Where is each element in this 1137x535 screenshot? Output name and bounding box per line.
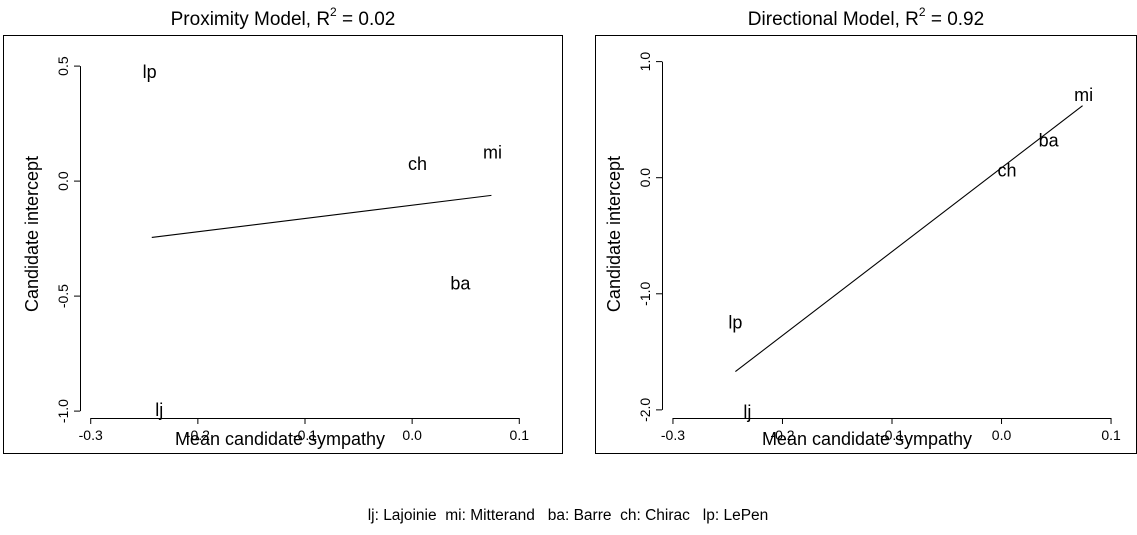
x-tick-label: -0.3 (661, 427, 685, 443)
point-label-ba: ba (1039, 130, 1060, 150)
y-tick-label: 0.0 (637, 168, 653, 188)
fit-line (735, 105, 1083, 373)
point-label-lj: lj (743, 402, 751, 422)
x-tick-label: 0.0 (402, 427, 422, 443)
chart-title-value: = 0.02 (337, 9, 396, 30)
fit-line (151, 194, 492, 238)
chart-title-value: = 0.92 (926, 9, 985, 30)
x-axis-label: Mean candidate sympathy (762, 429, 972, 449)
y-tick-label: 0.0 (55, 171, 71, 191)
x-tick-label: 0.1 (510, 427, 530, 443)
point-label-mi: mi (1074, 85, 1093, 105)
y-tick-label: 1.0 (637, 52, 653, 72)
x-tick-label: -0.1 (880, 427, 904, 443)
y-tick-label: -1.0 (55, 399, 71, 423)
x-tick-label: 0.0 (992, 427, 1012, 443)
x-tick-label: -0.2 (186, 427, 210, 443)
chart-title-superscript: 2 (330, 5, 337, 19)
x-axis-label: Mean candidate sympathy (175, 429, 385, 449)
y-tick-label: 0.5 (55, 56, 71, 76)
chart-title-text: Proximity Model, R (171, 9, 330, 30)
y-axis-label: Candidate intercept (604, 156, 624, 312)
chart-title: Directional Model, R2 = 0.92 (748, 5, 984, 30)
point-label-ch: ch (408, 154, 427, 174)
y-tick-label: -2.0 (637, 398, 653, 422)
proximity-model-panel: Proximity Model, R2 = 0.02 -0.3 -0.2 -0.1 0.… (3, 5, 563, 454)
chart-title: Proximity Model, R2 = 0.02 (171, 5, 396, 30)
x-tick-label: -0.3 (79, 427, 103, 443)
panel-frame (3, 35, 563, 454)
panel-frame (595, 35, 1137, 454)
point-label-ch: ch (997, 161, 1016, 181)
point-label-mi: mi (483, 142, 502, 162)
x-tick-label: -0.2 (770, 427, 794, 443)
y-tick-label: -1.0 (637, 282, 653, 306)
x-tick-label: -0.1 (293, 427, 317, 443)
point-label-lp: lp (728, 313, 742, 333)
point-label-lj: lj (155, 400, 163, 420)
point-label-lp: lp (143, 62, 157, 82)
chart-title-text: Directional Model, R (748, 9, 919, 30)
candidate-legend-footnote: lj: Lajoinie mi: Mitterand ba: Barre ch:… (368, 507, 769, 524)
chart-title-superscript: 2 (919, 5, 926, 19)
y-tick-label: -0.5 (55, 284, 71, 308)
point-label-ba: ba (450, 273, 471, 293)
x-tick-label: 0.1 (1101, 427, 1121, 443)
directional-model-panel: Directional Model, R2 = 0.92 -0.3 -0.2 -0.1… (595, 5, 1137, 454)
y-axis-label: Candidate intercept (22, 156, 42, 312)
